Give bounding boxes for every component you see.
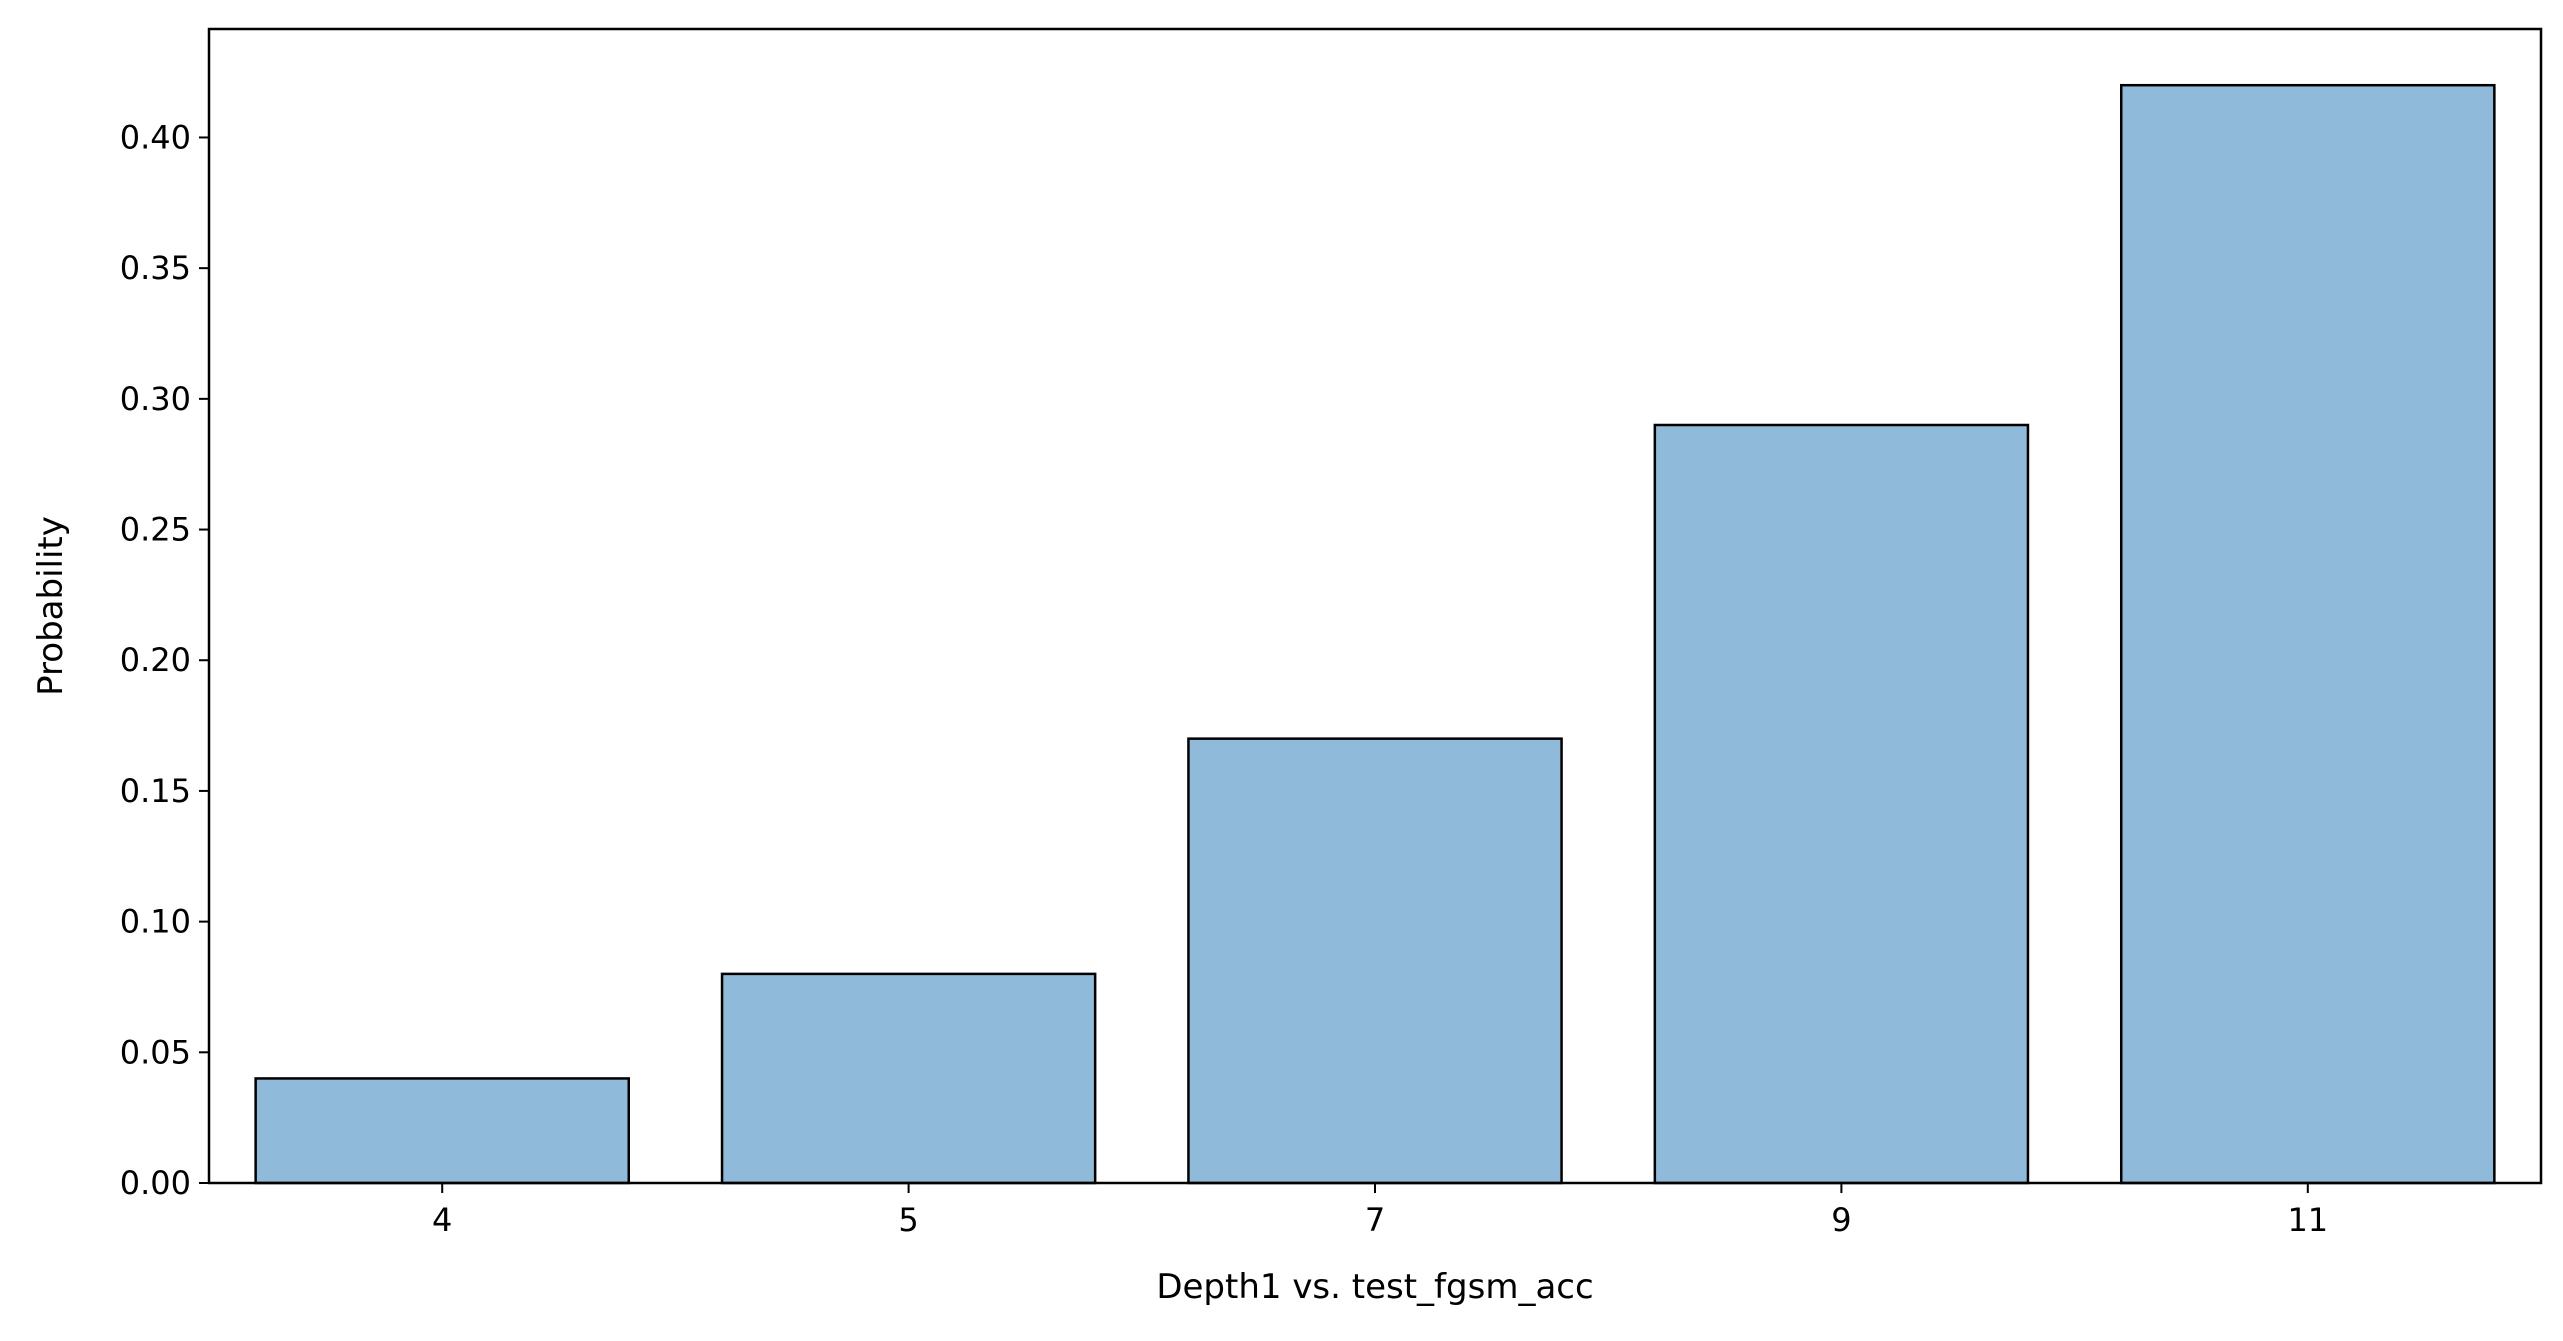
x-axis-ticks: 4 5 7 9 11 [432, 1183, 2328, 1239]
y-tick-label: 0.20 [120, 641, 191, 679]
y-tick-label: 0.25 [120, 511, 191, 549]
bar-4 [254, 1077, 631, 1185]
y-tick-label: 0.10 [120, 903, 191, 941]
plot-frame [207, 27, 2543, 1185]
bar-11 [2119, 83, 2496, 1185]
x-tick-label: 9 [1831, 1201, 1851, 1239]
y-tick-label: 0.05 [120, 1033, 191, 1071]
x-axis-label: Depth1 vs. test_fgsm_acc [1156, 1267, 1593, 1307]
y-axis-ticks: 0.00 0.05 0.10 0.15 0.20 0.25 0.30 0.35 0.40 [120, 118, 209, 1202]
bars-group [254, 83, 2496, 1185]
y-tick-label: 0.00 [120, 1164, 191, 1202]
bar-9 [1653, 423, 2030, 1185]
x-tick-label: 4 [432, 1201, 452, 1239]
bar-5 [720, 972, 1097, 1185]
x-tick-label: 7 [1365, 1201, 1385, 1239]
y-axis-label: Probability [31, 516, 71, 696]
y-tick-label: 0.35 [120, 249, 191, 287]
y-tick-label: 0.40 [120, 118, 191, 156]
x-tick-label: 11 [2287, 1201, 2328, 1239]
y-tick-label: 0.15 [120, 772, 191, 810]
x-tick-label: 5 [898, 1201, 918, 1239]
bar-7 [1187, 737, 1563, 1185]
y-tick-label: 0.30 [120, 380, 191, 418]
